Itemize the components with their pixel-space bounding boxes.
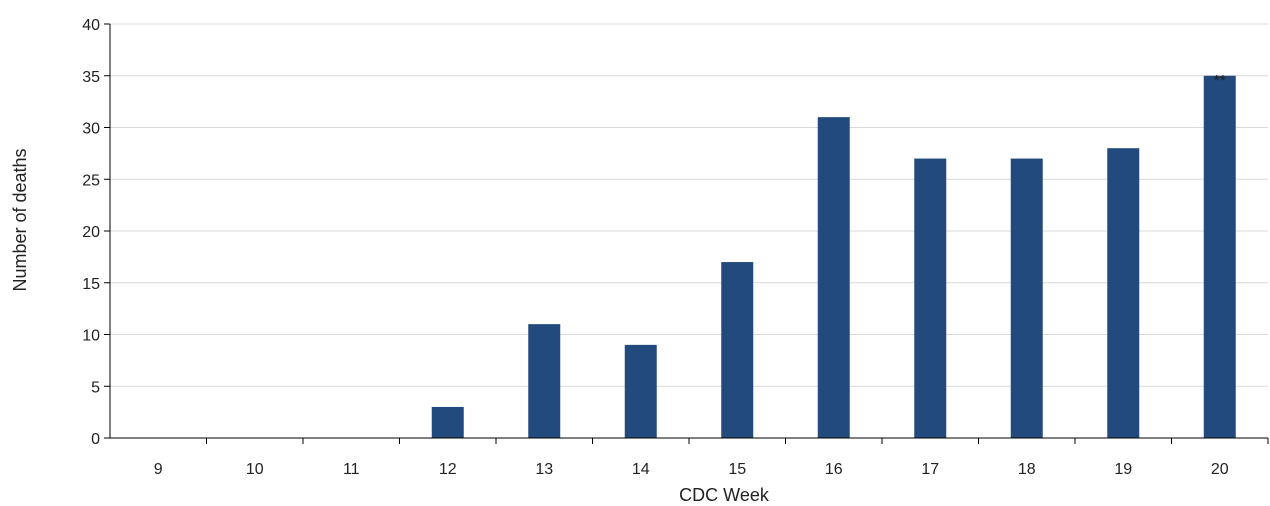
x-tick-label: 12 (439, 461, 457, 478)
y-tick-label: 15 (82, 276, 100, 293)
x-tick-label: 13 (535, 461, 553, 478)
x-tick-label: 19 (1114, 461, 1132, 478)
y-tick-label: 25 (82, 172, 100, 189)
x-tick-label: 20 (1211, 461, 1229, 478)
bar-week-20 (1203, 75, 1236, 438)
x-tick-label: 14 (632, 461, 650, 478)
x-tick-label: 16 (825, 461, 843, 478)
x-axis-title: CDC Week (679, 485, 770, 505)
bar-annotation: ** (1214, 73, 1226, 90)
bar-series (431, 75, 1236, 439)
x-tick-labels: 9 10 11 12 13 14 15 16 17 18 19 20 (154, 461, 1229, 478)
bar-week-19 (1107, 148, 1140, 438)
x-tick-label: 18 (1018, 461, 1036, 478)
x-tick-label: 9 (154, 461, 163, 478)
y-tick-label: 40 (82, 17, 100, 34)
y-tick-label: 0 (91, 431, 100, 448)
bar-week-13 (528, 324, 561, 438)
y-tick-label: 20 (82, 224, 100, 241)
gridlines (110, 23, 1268, 387)
bar-week-15 (721, 262, 754, 438)
y-tick-label: 10 (82, 328, 100, 345)
x-tick-label: 15 (728, 461, 746, 478)
annotations: ** (1214, 73, 1226, 90)
y-tick-label: 5 (91, 379, 100, 396)
bar-week-18 (1010, 158, 1043, 439)
bar-week-17 (914, 158, 947, 439)
y-tick-label: 30 (82, 121, 100, 138)
y-tick-label: 35 (82, 69, 100, 86)
y-axis-title: Number of deaths (10, 148, 30, 291)
bar-week-12 (431, 406, 464, 438)
bar-week-14 (624, 344, 657, 438)
x-tick-label: 17 (921, 461, 939, 478)
axes (104, 23, 1269, 444)
x-tick-label: 11 (343, 461, 360, 478)
bar-week-16 (817, 117, 850, 439)
y-tick-labels: 0 5 10 15 20 25 30 35 40 (82, 17, 100, 448)
x-tick-label: 10 (246, 461, 264, 478)
